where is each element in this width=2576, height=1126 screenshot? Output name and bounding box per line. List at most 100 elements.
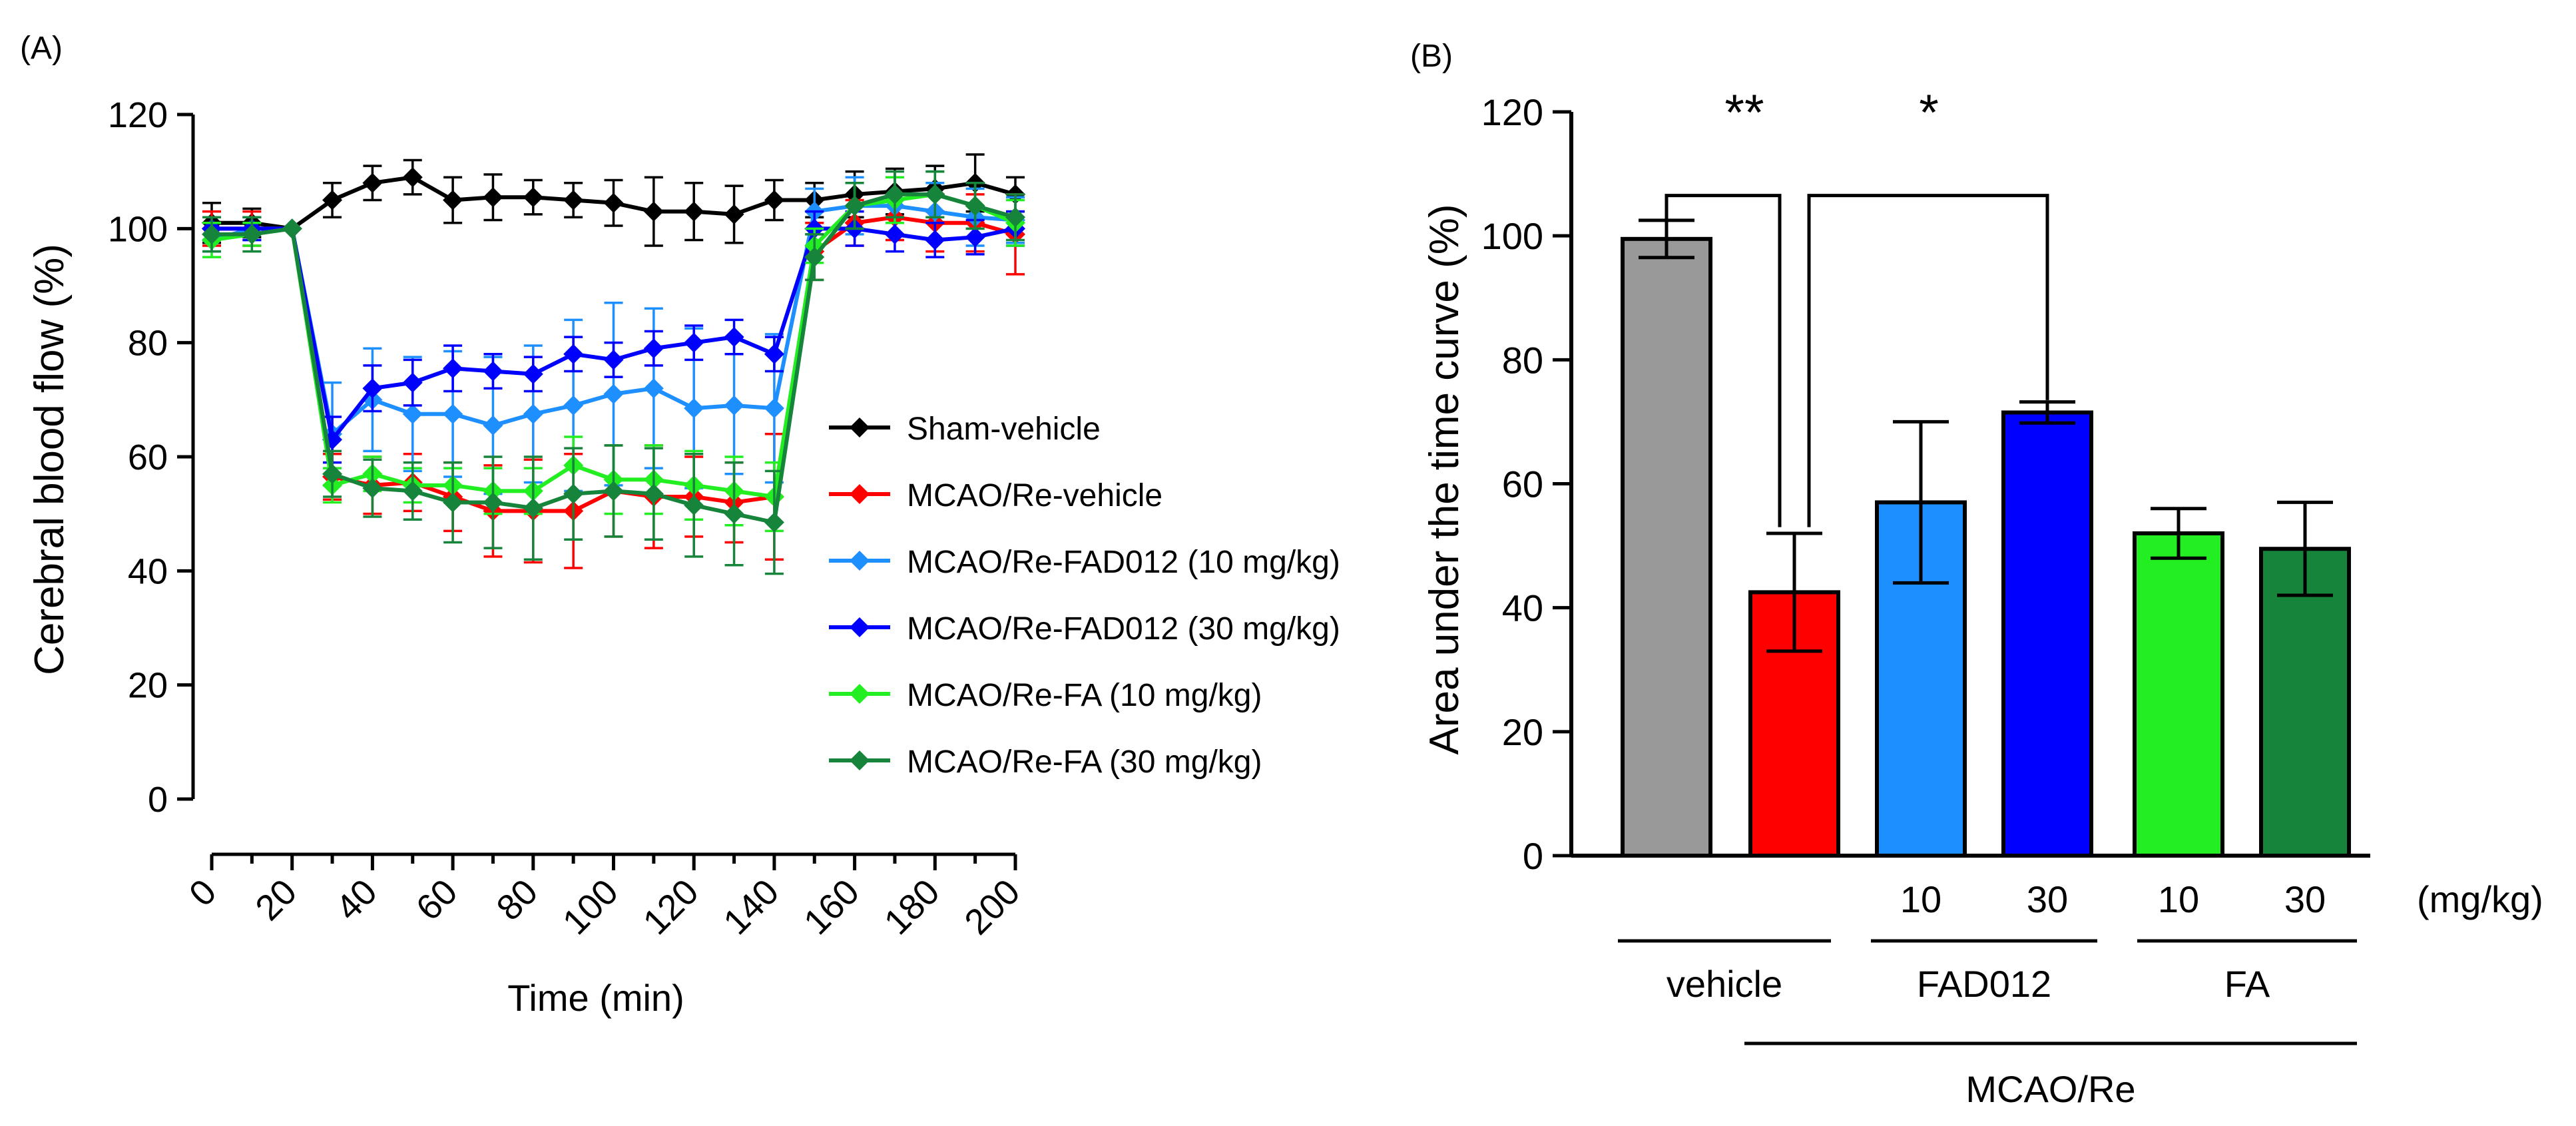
data-point: [483, 492, 503, 513]
x-tick-label: 160: [796, 872, 867, 942]
legend-label: MCAO/Re-FA (10 mg/kg): [907, 678, 1262, 713]
super-group-label: MCAO/Re: [1965, 1068, 2135, 1110]
data-point: [764, 344, 784, 364]
data-point: [684, 398, 704, 419]
data-point: [282, 218, 302, 239]
series-5: [202, 170, 1025, 575]
data-point: [643, 378, 664, 399]
panel-b-y-axis-label: Area under the time curve (%): [1421, 204, 1467, 754]
x-tick-label: 60: [409, 872, 465, 928]
panel-a-plot-area: [202, 153, 1025, 575]
legend-marker: [850, 750, 870, 770]
data-point: [523, 404, 543, 424]
data-point: [402, 372, 423, 393]
data-point: [362, 378, 383, 399]
data-point: [483, 415, 503, 435]
y-tick-label: 20: [1502, 711, 1543, 753]
x-tick-label: 20: [248, 872, 304, 928]
data-point: [563, 190, 584, 210]
bar-5: [2259, 547, 2351, 858]
data-point: [603, 192, 624, 213]
x-tick-label: 120: [636, 872, 706, 942]
data-point: [684, 495, 704, 515]
legend-marker: [850, 684, 870, 704]
group-label: vehicle: [1667, 963, 1782, 1005]
data-point: [402, 481, 423, 501]
x-tick-label: 100: [555, 872, 626, 942]
y-tick-label: 120: [108, 95, 168, 135]
data-point: [643, 483, 664, 504]
legend-label: MCAO/Re-FAD012 (30 mg/kg): [907, 611, 1340, 647]
data-point: [242, 224, 262, 244]
y-tick-label: 20: [128, 666, 168, 706]
data-point: [443, 404, 463, 424]
significance-label-1: **: [1724, 85, 1764, 141]
dose-label: 10: [2158, 878, 2199, 920]
legend-label: MCAO/Re-FAD012 (10 mg/kg): [907, 545, 1340, 580]
data-point: [483, 187, 503, 208]
bar-4: [2133, 531, 2224, 858]
panel-a-line-chart: (A) Cerebral blood flow (%) Time (min) 0…: [20, 31, 1340, 1019]
data-point: [965, 196, 985, 216]
data-point: [1005, 207, 1025, 228]
data-point: [563, 483, 584, 504]
data-point: [684, 201, 704, 222]
legend-marker: [850, 617, 870, 637]
data-point: [884, 224, 905, 244]
significance-bracket-2: [1807, 194, 2049, 527]
data-point: [402, 167, 423, 188]
data-point: [724, 503, 744, 524]
data-point: [965, 227, 985, 248]
data-point: [322, 190, 343, 210]
y-tick-label: 60: [1502, 463, 1543, 505]
y-tick-label: 0: [148, 780, 168, 820]
y-tick-label: 40: [128, 551, 168, 591]
y-tick-label: 40: [1502, 587, 1543, 629]
data-point: [884, 184, 905, 204]
data-point: [603, 350, 624, 370]
x-tick-label: 80: [489, 872, 545, 928]
data-point: [764, 512, 784, 533]
data-point: [322, 463, 343, 484]
y-tick-label: 80: [128, 324, 168, 364]
x-tick-label: 180: [877, 872, 947, 942]
significance-bracket-1: [1665, 194, 1782, 527]
y-tick-label: 100: [108, 209, 168, 249]
legend-label: Sham-vehicle: [907, 412, 1101, 447]
data-point: [443, 358, 463, 379]
data-point: [764, 398, 784, 419]
x-tick-label: 40: [328, 872, 385, 928]
panel-b-label: (B): [1410, 39, 1453, 74]
data-point: [925, 230, 945, 250]
data-point: [643, 338, 664, 359]
data-point: [443, 190, 463, 210]
y-tick-label: 120: [1481, 91, 1543, 133]
panel-a-y-axis-label: Cerebral blood flow (%): [27, 244, 73, 675]
x-tick-label: 140: [716, 872, 786, 942]
significance-label-2: *: [1919, 85, 1939, 141]
bar-0: [1621, 236, 1712, 858]
data-point: [643, 201, 664, 222]
x-tick-label: 200: [957, 872, 1027, 942]
data-point: [402, 404, 423, 424]
dose-label: 30: [2027, 878, 2068, 920]
data-point: [724, 395, 744, 416]
data-point: [202, 224, 222, 244]
group-label: FAD012: [1917, 963, 2051, 1005]
data-point: [603, 481, 624, 501]
legend-marker: [850, 484, 870, 504]
data-point: [724, 204, 744, 224]
data-point: [362, 478, 383, 499]
data-point: [523, 364, 543, 384]
data-point: [844, 196, 865, 216]
panel-b-plot-area: ** *: [1621, 85, 2351, 858]
data-point: [764, 190, 784, 210]
x-tick-label: 0: [182, 872, 224, 914]
y-tick-label: 100: [1481, 215, 1543, 257]
data-point: [925, 184, 945, 204]
panel-b-group-labels: 10 30 10 30 (mg/kg) vehicle FAD012 FA MCAO/Re: [1618, 878, 2543, 1110]
group-label: FA: [2224, 963, 2270, 1005]
dose-label: 30: [2284, 878, 2326, 920]
y-tick-label: 0: [1523, 835, 1543, 877]
dose-unit-label: (mg/kg): [2417, 878, 2543, 920]
